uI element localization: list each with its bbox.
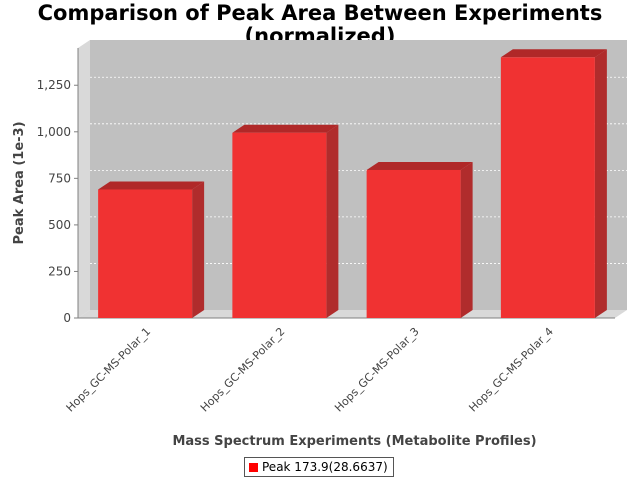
bar: [98, 189, 193, 318]
x-tick-label: Hops_GC-MS-Polar_4: [466, 325, 556, 415]
legend-label: Peak 173.9(28.6637): [262, 460, 388, 474]
plot-side-wall: [78, 40, 90, 318]
y-tick-label: 1,000: [37, 125, 71, 139]
y-tick-label: 750: [48, 171, 71, 185]
bar-side: [326, 124, 339, 318]
bar-side: [192, 181, 205, 318]
chart-title-line-1: Comparison of Peak Area Between Experime…: [37, 1, 603, 25]
plot-back-wall: [90, 40, 627, 310]
x-tick-label: Hops_GC-MS-Polar_2: [198, 325, 288, 415]
bar-top: [500, 49, 607, 58]
y-axis-label: Peak Area (1e-3): [12, 121, 27, 244]
bar-top: [98, 181, 205, 190]
bar-side: [460, 161, 473, 318]
bar-side: [594, 49, 607, 319]
y-tick-label: 500: [48, 218, 71, 232]
bar-top: [232, 124, 339, 133]
bar: [366, 169, 461, 318]
x-axis-label: Mass Spectrum Experiments (Metabolite Pr…: [172, 434, 536, 449]
y-tick-label: 250: [48, 264, 71, 278]
x-tick-label: Hops_GC-MS-Polar_1: [64, 325, 154, 415]
plot-floor: [78, 310, 627, 318]
bar-top: [366, 161, 473, 170]
x-tick-label: Hops_GC-MS-Polar_3: [332, 325, 422, 415]
bar: [232, 132, 327, 318]
legend-swatch: [249, 462, 258, 472]
legend: Peak 173.9(28.6637): [244, 457, 394, 477]
y-tick-label: 0: [63, 311, 71, 325]
y-tick-label: 1,250: [37, 78, 71, 92]
bar: [500, 57, 595, 319]
